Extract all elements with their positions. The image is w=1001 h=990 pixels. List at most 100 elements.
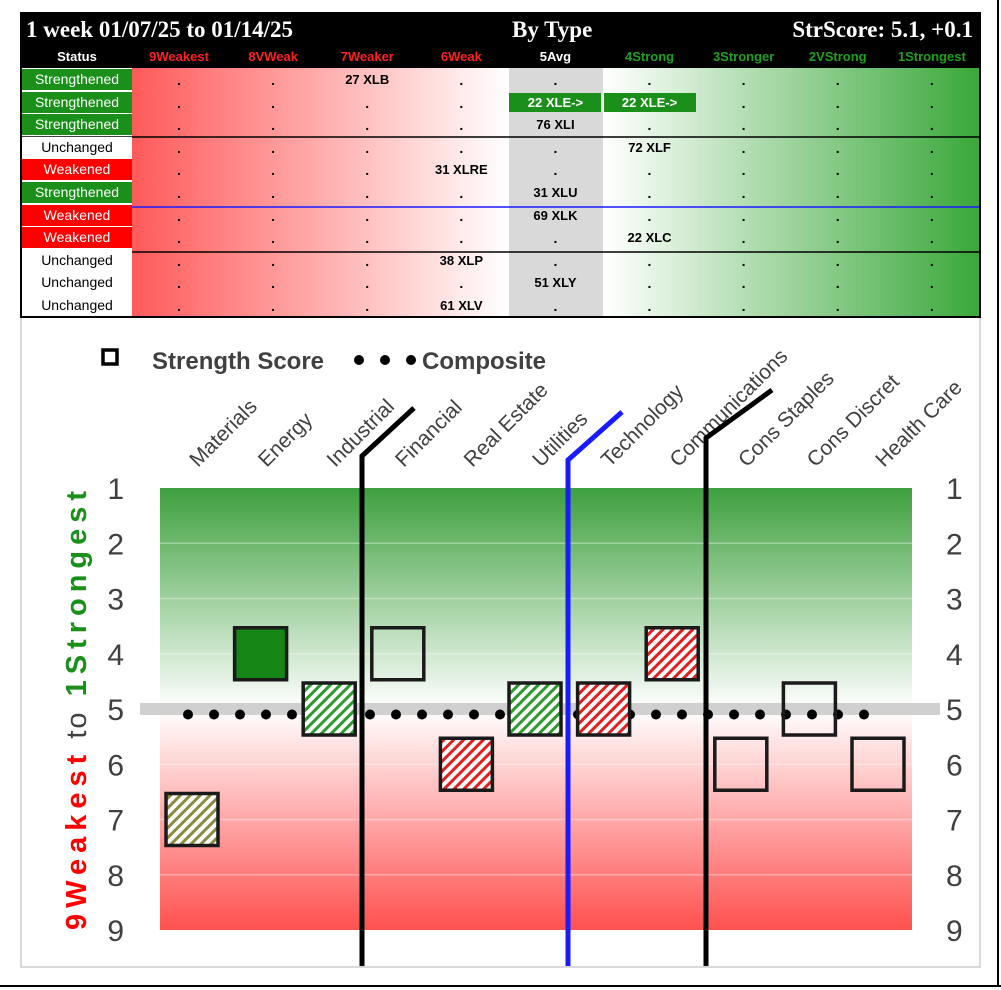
empty-cell-dot: . <box>741 230 746 247</box>
empty-cell-dot: . <box>365 207 370 224</box>
empty-cell-dot: . <box>835 162 840 179</box>
y-tick-label-right: 5 <box>946 694 963 727</box>
ticker-cell: 51 XLY <box>534 275 577 291</box>
legend-dot-marker <box>406 355 416 365</box>
empty-cell-dot: . <box>929 117 934 134</box>
empty-cell-dot: . <box>835 275 840 292</box>
score-label: StrScore: 5.1, +0.1 <box>792 17 973 42</box>
strength-marker <box>301 681 357 737</box>
composite-dot <box>703 709 713 720</box>
y-tick-label-left: 9 <box>107 915 124 948</box>
empty-cell-dot: . <box>459 185 464 201</box>
row-status: Weakened <box>22 204 132 226</box>
empty-cell-dot: . <box>929 298 934 314</box>
empty-cell-dot: . <box>741 117 746 134</box>
column-header-5: 5Avg <box>539 49 572 64</box>
composite-dot <box>651 709 661 720</box>
y-tick-label-left: 8 <box>107 860 124 893</box>
composite-dot <box>495 709 505 720</box>
empty-cell-dot: . <box>271 117 276 134</box>
y-axis-title-part: 1Strongest <box>61 485 93 711</box>
sector-ranking-table: 1 week 01/07/25 to 01/14/25 By Type StrS… <box>20 12 981 318</box>
empty-cell-dot: . <box>271 275 276 292</box>
empty-cell-dot: . <box>271 162 276 179</box>
y-tick-label-left: 5 <box>107 694 124 727</box>
empty-cell-dot: . <box>929 275 934 292</box>
ticker-cell: 69 XLK <box>533 207 578 223</box>
row-status: Strengthened <box>22 69 132 90</box>
empty-cell-dot: . <box>741 252 746 269</box>
empty-cell-dot: . <box>177 139 181 156</box>
empty-cell-dot: . <box>365 162 370 179</box>
composite-dot <box>807 709 817 720</box>
y-tick-label-right: 9 <box>946 915 963 948</box>
empty-cell-dot: . <box>177 185 181 201</box>
empty-cell-dot: . <box>647 298 652 314</box>
empty-cell-dot: . <box>459 117 464 134</box>
ticker-cell: 22 XLE-> <box>603 92 696 112</box>
x-category-label: Energy <box>254 408 318 472</box>
empty-cell-dot: . <box>271 72 276 88</box>
empty-cell-dot: . <box>271 139 276 156</box>
empty-cell-dot: . <box>271 207 276 224</box>
row-status: Unchanged <box>22 295 132 316</box>
legend-dot-marker <box>354 355 364 365</box>
empty-cell-dot: . <box>929 162 934 179</box>
empty-cell-dot: . <box>271 252 276 269</box>
composite-dot <box>755 709 765 720</box>
y-tick-label-left: 6 <box>107 749 124 782</box>
ticker-cell: 76 XLI <box>536 117 575 133</box>
ticker-cell: 31 XLRE <box>434 162 488 178</box>
y-tick-label-left: 1 <box>107 473 124 506</box>
composite-dot <box>391 709 401 720</box>
composite-dot <box>287 709 297 720</box>
empty-cell-dot: . <box>177 252 181 269</box>
composite-dot <box>235 709 245 720</box>
ticker-cell: 31 XLU <box>533 185 578 200</box>
column-header-8: 2VStrong <box>808 49 867 64</box>
ticker-cell: 38 XLP <box>439 252 484 268</box>
empty-cell-dot: . <box>459 72 464 88</box>
column-header-9: 1Strongest <box>897 49 966 64</box>
strength-marker <box>164 791 220 848</box>
x-category-label: Utilities <box>528 407 592 471</box>
empty-cell-dot: . <box>177 298 181 314</box>
column-header-0: Status <box>57 49 97 64</box>
empty-cell-dot: . <box>459 94 464 111</box>
empty-cell-dot: . <box>177 207 181 224</box>
row-status: Unchanged <box>22 136 132 158</box>
empty-cell-dot: . <box>365 139 370 156</box>
empty-cell-dot: . <box>835 72 840 88</box>
empty-cell-dot: . <box>835 139 840 156</box>
empty-cell-dot: . <box>741 275 746 292</box>
column-header-3: 7Weaker <box>340 49 394 64</box>
composite-dot <box>729 709 739 720</box>
legend-label-composite: Composite <box>422 348 546 375</box>
column-header-2: 8VWeak <box>248 49 298 64</box>
empty-cell-dot: . <box>647 207 652 224</box>
y-tick-label-right: 2 <box>946 528 963 561</box>
ticker-cell: 27 XLB <box>345 72 390 87</box>
empty-cell-dot: . <box>929 139 934 156</box>
empty-cell-dot: . <box>835 230 840 247</box>
column-header-row: Status 9Weakest 8VWeak 7Weaker 6Weak 5Avg 4Str… <box>22 47 979 68</box>
table-title-bar: 1 week 01/07/25 to 01/14/25 By Type StrS… <box>22 14 979 47</box>
y-axis-title: 9Weakest to 1Strongest <box>61 485 93 930</box>
composite-dot <box>677 709 687 720</box>
empty-cell-dot: . <box>271 230 276 247</box>
strength-marker <box>438 736 495 792</box>
empty-cell-dot: . <box>741 162 746 179</box>
frame-right-line <box>997 0 999 987</box>
composite-dot <box>183 709 193 720</box>
empty-cell-dot: . <box>929 252 934 269</box>
empty-cell-dot: . <box>459 139 464 156</box>
y-tick-label-right: 1 <box>946 473 963 506</box>
empty-cell-dot: . <box>271 298 276 314</box>
ranking-grid: Strengthened........ 27 XLB Strengthened..… <box>22 68 979 316</box>
row-status: Weakened <box>22 227 132 249</box>
row-status: Unchanged <box>22 272 132 294</box>
composite-dot <box>469 709 479 720</box>
empty-cell-dot: . <box>835 298 840 314</box>
strength-marker <box>232 626 289 682</box>
